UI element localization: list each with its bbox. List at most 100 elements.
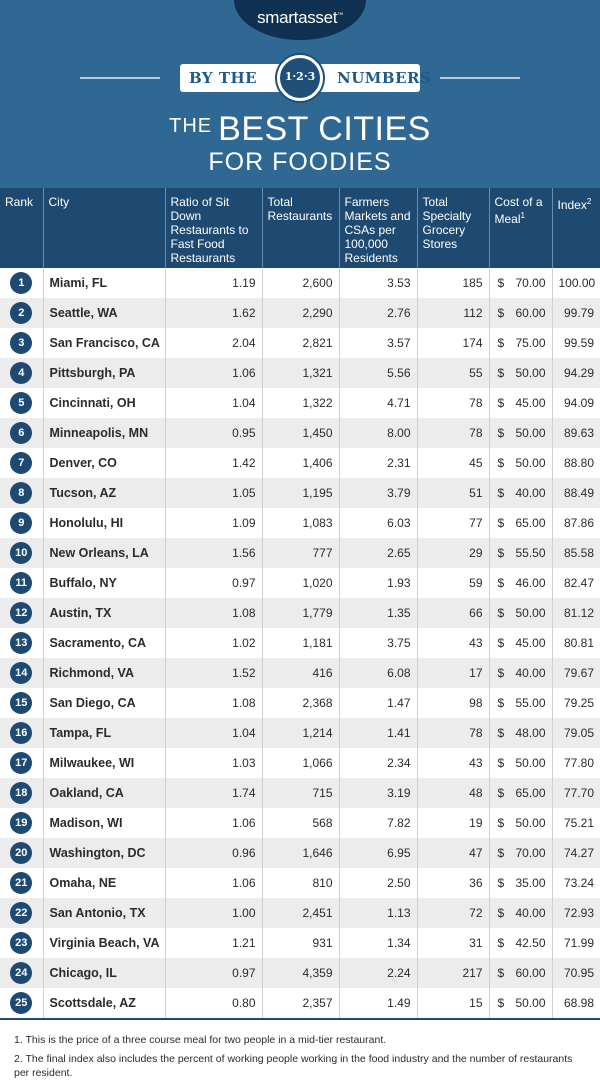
total-restaurants-cell: 2,357 [262, 988, 340, 1018]
rank-badge: 21 [10, 872, 33, 894]
city-cell: Virginia Beach, VA [43, 928, 166, 958]
table-row: 16 Tampa, FL 1.04 1,214 1.41 78 $48.00 79.05 [0, 718, 600, 748]
col-header-index: Index2 [552, 188, 600, 268]
cost-of-meal-cell: $50.00 [489, 418, 553, 448]
cost-amount: 50.00 [515, 456, 546, 470]
city-cell: Austin, TX [43, 598, 166, 628]
rank-badge: 13 [10, 632, 33, 654]
cost-amount: 35.00 [515, 876, 546, 890]
farmers-markets-cell: 1.34 [339, 928, 418, 958]
grocery-stores-cell: 217 [417, 958, 490, 988]
rank-cell: 23 [0, 928, 44, 958]
rank-badge: 7 [10, 452, 33, 474]
rank-badge: 19 [10, 812, 33, 834]
cost-of-meal-cell: $40.00 [489, 898, 553, 928]
ratio-cell: 0.96 [165, 838, 263, 868]
ratio-cell: 1.06 [165, 868, 263, 898]
cost-of-meal-cell: $50.00 [489, 448, 553, 478]
city-cell: Washington, DC [43, 838, 166, 868]
ratio-cell: 1.62 [165, 298, 263, 328]
grocery-stores-cell: 78 [417, 388, 490, 418]
currency-symbol: $ [497, 846, 505, 860]
cost-of-meal-cell: $50.00 [489, 598, 553, 628]
total-restaurants-cell: 931 [262, 928, 340, 958]
index-cell: 77.70 [552, 778, 600, 808]
ratio-cell: 1.42 [165, 448, 263, 478]
index-cell: 79.67 [552, 658, 600, 688]
rank-cell: 18 [0, 778, 44, 808]
total-restaurants-cell: 1,322 [262, 388, 340, 418]
city-cell: Miami, FL [43, 268, 166, 298]
rank-cell: 14 [0, 658, 44, 688]
ratio-cell: 0.97 [165, 958, 263, 988]
grocery-stores-cell: 185 [417, 268, 490, 298]
currency-symbol: $ [497, 666, 505, 680]
ratio-cell: 1.04 [165, 388, 263, 418]
total-restaurants-cell: 1,779 [262, 598, 340, 628]
col-header-total-restaurants: Total Restaurants [262, 188, 340, 268]
table-row: 17 Milwaukee, WI 1.03 1,066 2.34 43 $50.00 77.8… [0, 748, 600, 778]
cost-amount: 40.00 [515, 666, 546, 680]
total-restaurants-cell: 2,290 [262, 298, 340, 328]
ratio-cell: 1.52 [165, 658, 263, 688]
numbers-badge-label: 1·2·3 [284, 70, 316, 83]
rank-cell: 24 [0, 958, 44, 988]
rank-cell: 8 [0, 478, 44, 508]
cost-amount: 60.00 [515, 966, 546, 980]
rank-cell: 11 [0, 568, 44, 598]
rank-cell: 10 [0, 538, 44, 568]
grocery-stores-cell: 112 [417, 298, 490, 328]
grocery-stores-cell: 55 [417, 358, 490, 388]
currency-symbol: $ [497, 876, 505, 890]
index-cell: 74.27 [552, 838, 600, 868]
index-cell: 82.47 [552, 568, 600, 598]
city-cell: Tucson, AZ [43, 478, 166, 508]
rank-badge: 5 [10, 392, 33, 414]
currency-symbol: $ [497, 276, 505, 290]
cost-amount: 42.50 [515, 936, 546, 950]
rank-badge: 15 [10, 692, 33, 714]
index-cell: 88.80 [552, 448, 600, 478]
city-cell: Scottsdale, AZ [43, 988, 166, 1018]
rank-cell: 4 [0, 358, 44, 388]
total-restaurants-cell: 1,214 [262, 718, 340, 748]
page-title: THE BEST CITIES [0, 110, 600, 149]
cost-amount: 55.50 [515, 546, 546, 560]
grocery-stores-cell: 17 [417, 658, 490, 688]
cost-amount: 50.00 [515, 996, 546, 1010]
farmers-markets-cell: 8.00 [339, 418, 418, 448]
numbers-badge-icon [277, 55, 323, 101]
rank-cell: 25 [0, 988, 44, 1018]
table-row: 20 Washington, DC 0.96 1,646 6.95 47 $70.00 74.… [0, 838, 600, 868]
rank-badge: 16 [10, 722, 33, 744]
rank-badge: 20 [10, 842, 33, 864]
grocery-stores-cell: 59 [417, 568, 490, 598]
cost-of-meal-cell: $40.00 [489, 478, 553, 508]
ratio-cell: 1.06 [165, 358, 263, 388]
city-cell: Seattle, WA [43, 298, 166, 328]
cost-of-meal-cell: $48.00 [489, 718, 553, 748]
currency-symbol: $ [497, 996, 505, 1010]
index-cell: 94.29 [552, 358, 600, 388]
cost-amount: 48.00 [515, 726, 546, 740]
index-cell: 75.21 [552, 808, 600, 838]
ratio-cell: 1.09 [165, 508, 263, 538]
brand-logo: smartasset™ [257, 8, 343, 27]
cost-of-meal-cell: $75.00 [489, 328, 553, 358]
col-header-rank: Rank [0, 188, 44, 268]
index-cell: 70.95 [552, 958, 600, 988]
cost-of-meal-cell: $50.00 [489, 358, 553, 388]
cost-of-meal-cell: $45.00 [489, 388, 553, 418]
index-cell: 81.12 [552, 598, 600, 628]
total-restaurants-cell: 2,821 [262, 328, 340, 358]
table-row: 24 Chicago, IL 0.97 4,359 2.24 217 $60.00 70.95 [0, 958, 600, 988]
table-row: 8 Tucson, AZ 1.05 1,195 3.79 51 $40.00 88.49 [0, 478, 600, 508]
farmers-markets-cell: 2.76 [339, 298, 418, 328]
table-row: 1 Miami, FL 1.19 2,600 3.53 185 $70.00 100.00 [0, 268, 600, 298]
currency-symbol: $ [497, 366, 505, 380]
rank-badge: 9 [10, 512, 33, 534]
currency-symbol: $ [497, 516, 505, 530]
farmers-markets-cell: 3.19 [339, 778, 418, 808]
rank-badge: 17 [10, 752, 33, 774]
rank-badge: 24 [10, 962, 33, 984]
